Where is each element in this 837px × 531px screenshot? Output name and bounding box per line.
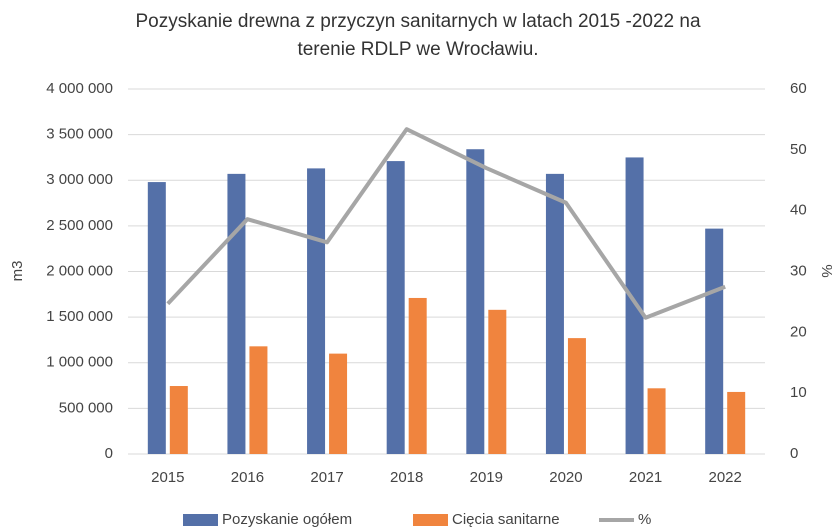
x-tick-label: 2021 xyxy=(629,469,662,486)
y-tick-label: 4 000 000 xyxy=(46,80,113,97)
bar xyxy=(307,168,326,454)
y2-tick-label: 50 xyxy=(790,141,807,158)
y2-axis-title: % xyxy=(818,264,835,277)
y-tick-label: 3 000 000 xyxy=(46,171,113,188)
x-tick-label: 2018 xyxy=(390,469,423,486)
bar xyxy=(329,353,348,454)
x-tick-label: 2016 xyxy=(231,469,264,486)
y-tick-label: 2 500 000 xyxy=(46,217,113,234)
bar xyxy=(227,173,246,455)
y-tick-label: 1 500 000 xyxy=(46,308,113,325)
bar xyxy=(466,149,485,454)
bar xyxy=(249,346,268,454)
x-tick-label: 2020 xyxy=(549,469,582,486)
y2-tick-label: 20 xyxy=(790,323,807,340)
line xyxy=(166,127,726,320)
y-axis-title: m3 xyxy=(9,261,26,282)
legend-swatch xyxy=(413,514,448,526)
y-tick-label: 1 000 000 xyxy=(46,354,113,371)
y-tick-label: 3 500 000 xyxy=(46,126,113,143)
bar xyxy=(408,297,427,454)
y-tick-label: 0 xyxy=(105,445,113,462)
y2-tick-label: 10 xyxy=(790,384,807,401)
bar xyxy=(625,157,644,454)
bar xyxy=(386,161,405,454)
bar xyxy=(567,338,586,454)
chart-title: terenie RDLP we Wrocławiu. xyxy=(297,39,538,60)
bar xyxy=(488,309,507,454)
x-tick-label: 2015 xyxy=(151,469,184,486)
bar xyxy=(647,388,666,454)
y2-tick-label: 0 xyxy=(790,445,798,462)
bar xyxy=(545,173,564,455)
chart-title: Pozyskanie drewna z przyczyn sanitarnych… xyxy=(135,11,700,32)
bar xyxy=(705,228,724,454)
x-tick-label: 2019 xyxy=(470,469,503,486)
legend-label: Cięcia sanitarne xyxy=(452,511,560,528)
y2-tick-label: 40 xyxy=(790,202,807,219)
y-tick-label: 2 000 000 xyxy=(46,262,113,279)
y2-tick-label: 60 xyxy=(790,80,807,97)
y2-tick-label: 30 xyxy=(790,262,807,279)
bar xyxy=(147,182,166,454)
y-tick-label: 500 000 xyxy=(59,399,113,416)
bar xyxy=(169,386,188,454)
x-tick-label: 2017 xyxy=(310,469,343,486)
legend-label: % xyxy=(638,511,651,528)
bar xyxy=(727,391,746,454)
legend-swatch xyxy=(183,514,218,526)
x-tick-label: 2022 xyxy=(709,469,742,486)
legend-label: Pozyskanie ogółem xyxy=(222,511,352,528)
